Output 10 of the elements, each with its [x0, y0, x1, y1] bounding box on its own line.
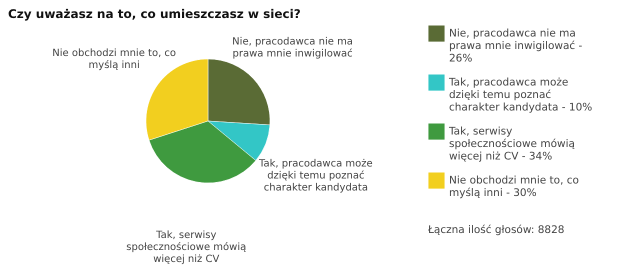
legend-label: Tak, serwisy społecznościowe mówią więcej niż CV - 34%: [448, 126, 575, 162]
text: Nie, pracodawca nie ma prawa mnie inwigilować: [232, 36, 353, 60]
text: Tak, pracodawca może dzięki temu poznać charakter kandydata: [258, 158, 373, 194]
text: Łączna ilość głosów: 8828: [427, 224, 564, 236]
legend-label: Nie obchodzi mnie to, co myślą inni - 30%: [449, 174, 579, 199]
text: Nie obchodzi mnie to, co myślą inni: [52, 48, 176, 71]
legend-label: Tak, pracodawca może dzięki temu poznać charakter kandydata - 10%: [448, 76, 592, 114]
text: Tak, serwisy społecznościowe mówią więcej niż CV: [126, 230, 246, 265]
chart-title: Czy uważasz na to, co umieszczasz w sieci?: [8, 7, 301, 21]
legend-label: Nie, pracodawca nie ma prawa mnie inwigilować - 26%: [449, 28, 583, 64]
